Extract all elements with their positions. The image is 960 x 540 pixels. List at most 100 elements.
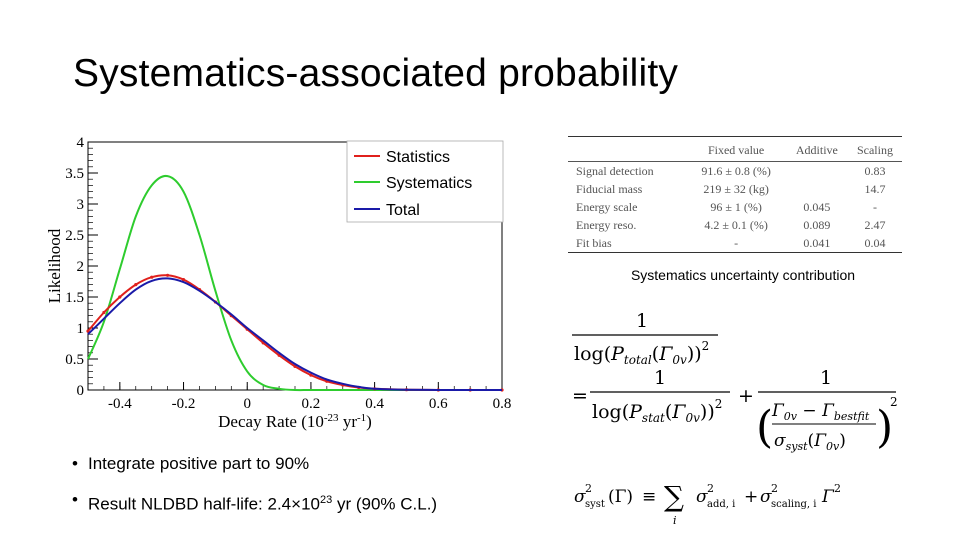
legend-label-total: Total <box>386 202 420 219</box>
bullet-text-post: yr (90% C.L.) <box>332 494 438 514</box>
formula2-lhs-sub: syst <box>585 499 605 510</box>
table-cell: Fit bias <box>576 235 612 250</box>
systematics-table-wrap: Fixed value Additive Scaling Signal dete… <box>568 136 902 253</box>
y-tick-label: 1.5 <box>65 290 84 306</box>
table-cell: 0.04 <box>864 235 886 250</box>
table-cell: 2.47 <box>864 217 886 232</box>
y-tick-label: 2.5 <box>65 228 84 244</box>
formula-log-stat: log(Pstat(Γ0v))2 <box>592 397 722 425</box>
data-point-statistics <box>309 373 313 377</box>
y-tick-label: 3 <box>77 197 85 213</box>
formula-numerator-3: 1 <box>820 367 832 389</box>
legend: Statistics Systematics Total <box>346 140 504 223</box>
formula2-sum-index: i <box>673 514 677 527</box>
x-tick-label: 0 <box>243 396 251 412</box>
formula2-gamma: Γ <box>821 487 835 507</box>
bullet-list: Integrate positive part to 90% Result NL… <box>72 452 437 524</box>
table-cell <box>786 180 848 198</box>
table-header-cell: Additive <box>785 136 848 162</box>
table-cell: - <box>734 235 739 250</box>
formula-equals: = <box>572 385 588 407</box>
table-cell: 4.2 ± 0.1 (%) <box>704 217 768 232</box>
x-tick-label: 0.4 <box>365 396 384 412</box>
table-header-row: Fixed value Additive Scaling <box>568 136 902 162</box>
formula-log-total: log(Ptotal(Γ0v))2 <box>574 339 709 367</box>
series-line-systematics <box>87 174 502 392</box>
data-point-statistics <box>150 275 154 279</box>
y-tick-label: 4 <box>77 135 85 151</box>
formula2-add-sq: 2 <box>707 482 714 495</box>
formula2-equiv: ≡ <box>642 487 656 507</box>
bullet-text-pre: Result NLDBD half-life: 2.4×10 <box>88 494 320 514</box>
series-line-statistics <box>87 274 502 392</box>
table-row: Fit bias - 0.041 0.04 <box>568 234 902 253</box>
table-cell: Energy scale <box>576 199 638 214</box>
table-row: Signal detection 91.6 ± 0.8 (%) 0.83 <box>568 162 902 181</box>
table-cell: 0.83 <box>864 163 886 178</box>
table-cell: - <box>872 199 877 214</box>
formula-numerator-1: 1 <box>636 310 648 332</box>
table-cell: 0.041 <box>803 235 831 250</box>
data-point-statistics <box>181 278 186 282</box>
likelihood-chart: -0.4 -0.2 0 0.2 0.4 0.6 0.8 0 0.5 1 1.5 2 2.5 3 3.5 4 L… <box>45 135 511 431</box>
table-cell: Fiducial mass <box>576 181 643 196</box>
x-tick-label: 0.2 <box>302 396 321 412</box>
formula-outer-square: 2 <box>890 395 898 409</box>
table-caption: Systematics uncertainty contribution <box>630 267 856 283</box>
table-cell: 0.089 <box>803 217 831 232</box>
table-cell: Energy reso. <box>576 217 637 232</box>
table-cell: 96 ± 1 (%) <box>710 199 762 214</box>
formula2-scaling-sigma: σ <box>760 487 772 507</box>
formula-big-paren-close: ) <box>876 402 893 453</box>
y-tick-label: 0 <box>77 383 85 399</box>
table-row: Energy scale 96 ± 1 (%) 0.045 - <box>568 198 902 216</box>
systematic-sigma-formula: σ 2 syst (Γ) ≡ ∑ i σ 2 add, i + σ 2 scal… <box>574 480 841 527</box>
formula2-scaling-sq: 2 <box>771 482 778 495</box>
formula2-add-sigma: σ <box>696 487 708 507</box>
series-line-total <box>87 277 502 392</box>
bullet-exponent: 23 <box>319 494 333 506</box>
table-cell: 91.6 ± 0.8 (%) <box>701 163 771 178</box>
formula-syst-denominator: σsyst(Γ0v) <box>774 431 846 453</box>
data-point-statistics <box>166 273 170 277</box>
formula2-arg: (Γ) <box>608 487 633 507</box>
data-point-statistics <box>118 295 122 299</box>
slide-title: Systematics-associated probability <box>73 52 679 95</box>
x-axis-label: Decay Rate (10-23 yr-1) <box>218 412 372 431</box>
bullet-text: Integrate positive part to 90% <box>88 454 310 473</box>
bullet-integrate: Integrate positive part to 90% <box>72 452 437 488</box>
legend-label-systematics: Systematics <box>386 175 472 192</box>
table-cell: 14.7 <box>864 181 886 196</box>
series-layer <box>86 174 504 392</box>
formula2-add-sub: add, i <box>707 499 735 510</box>
table-cell: 219 ± 32 (kg) <box>703 181 769 196</box>
systematics-table: Fixed value Additive Scaling Signal dete… <box>568 136 902 253</box>
formula-syst-numerator: Γ0v − Γbestfit <box>771 401 870 423</box>
table-header-cell: Scaling <box>847 136 902 162</box>
formula2-scaling-sub: scaling, i <box>771 499 817 510</box>
formula2-lhs: σ <box>574 487 586 507</box>
formula-plus: + <box>738 385 754 407</box>
data-point-statistics <box>86 329 90 333</box>
formula2-gamma-sq: 2 <box>834 482 841 495</box>
y-tick-label: 0.5 <box>65 352 84 368</box>
formula-big-paren-open: ( <box>756 402 773 453</box>
table-cell: 0.045 <box>803 199 831 214</box>
x-tick-label: -0.2 <box>172 396 196 412</box>
data-point-statistics <box>134 283 138 287</box>
table-row: Fiducial mass 219 ± 32 (kg) 14.7 <box>568 180 902 198</box>
y-tick-label: 2 <box>77 259 85 275</box>
formula-numerator-2: 1 <box>654 367 666 389</box>
y-tick-label: 1 <box>77 321 85 337</box>
x-tick-label: 0.6 <box>429 396 448 412</box>
axis-ticks: -0.4 -0.2 0 0.2 0.4 0.6 0.8 0 0.5 1 1.5 2 2.5 3 3.5 4 <box>65 135 511 412</box>
likelihood-formula: 1 log(Ptotal(Γ0v))2 = 1 log(Pstat(Γ0v))2… <box>572 310 898 453</box>
table-header-cell <box>568 136 687 162</box>
x-tick-label: 0.8 <box>493 396 512 412</box>
formula2-lhs-sq: 2 <box>585 482 592 495</box>
legend-label-statistics: Statistics <box>386 149 450 166</box>
x-tick-label: -0.4 <box>108 396 132 412</box>
table-header-cell: Fixed value <box>686 136 786 162</box>
y-tick-label: 3.5 <box>65 166 84 182</box>
formula2-sum: ∑ <box>664 480 684 513</box>
